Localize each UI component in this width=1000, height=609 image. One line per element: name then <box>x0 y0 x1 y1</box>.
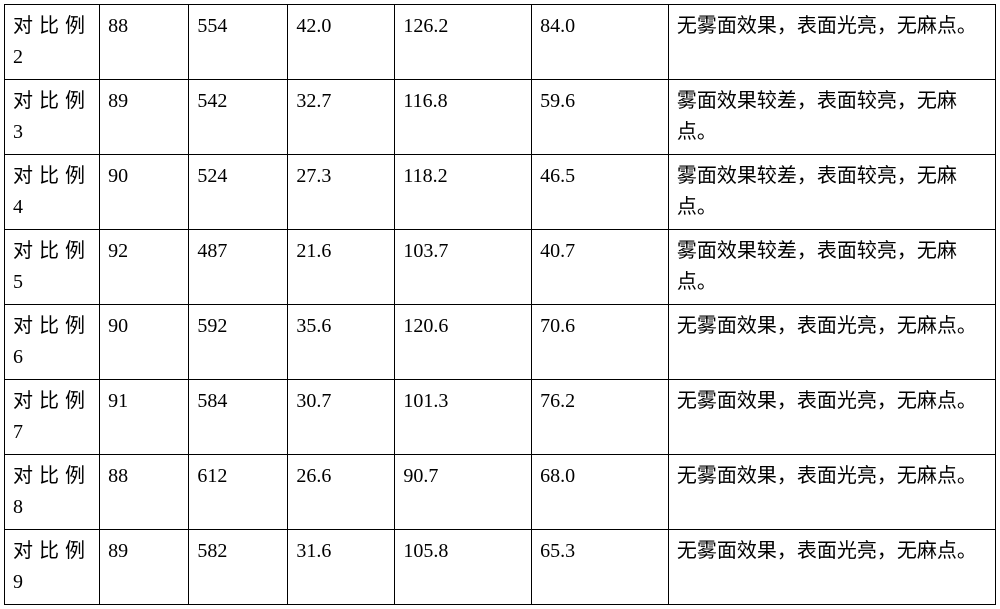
value-cell-1: 92 <box>100 230 189 305</box>
row-label-prefix: 对比例 <box>13 240 91 262</box>
row-label-num: 2 <box>13 42 91 73</box>
value-cell-1: 89 <box>100 530 189 605</box>
description-cell: 无雾面效果，表面光亮，无麻点。 <box>668 380 995 455</box>
value-cell-4: 116.8 <box>395 80 532 155</box>
value-cell-1: 89 <box>100 80 189 155</box>
value-cell-2: 584 <box>189 380 288 455</box>
value-cell-3: 35.6 <box>288 305 395 380</box>
row-label-num: 8 <box>13 492 91 523</box>
value-cell-5: 46.5 <box>532 155 669 230</box>
value-cell-3: 26.6 <box>288 455 395 530</box>
row-label-cell: 对比例 9 <box>5 530 100 605</box>
value-cell-5: 70.6 <box>532 305 669 380</box>
comparison-table: 对比例28855442.0126.284.0无雾面效果，表面光亮，无麻点。对比例… <box>4 4 996 605</box>
value-cell-2: 487 <box>189 230 288 305</box>
row-label-cell: 对比例 3 <box>5 80 100 155</box>
value-cell-3: 30.7 <box>288 380 395 455</box>
value-cell-4: 103.7 <box>395 230 532 305</box>
value-cell-3: 21.6 <box>288 230 395 305</box>
value-cell-4: 126.2 <box>395 5 532 80</box>
value-cell-4: 90.7 <box>395 455 532 530</box>
row-label-prefix: 对比例 <box>13 540 91 562</box>
row-label-num: 9 <box>13 567 91 598</box>
row-label-prefix: 对比例 <box>13 315 91 337</box>
description-cell: 雾面效果较差，表面较亮，无麻点。 <box>668 230 995 305</box>
value-cell-4: 118.2 <box>395 155 532 230</box>
row-label-num: 6 <box>13 342 91 373</box>
table-row: 对比例 2 8855442.0126.284.0无雾面效果，表面光亮，无麻点。 <box>5 5 996 80</box>
row-label-cell: 对比例 8 <box>5 455 100 530</box>
table-row: 对比例 5 9248721.6103.740.7雾面效果较差，表面较亮，无麻点。 <box>5 230 996 305</box>
value-cell-2: 542 <box>189 80 288 155</box>
row-label-num: 7 <box>13 417 91 448</box>
table-row: 对比例 4 9052427.3118.246.5雾面效果较差，表面较亮，无麻点。 <box>5 155 996 230</box>
value-cell-5: 76.2 <box>532 380 669 455</box>
value-cell-2: 592 <box>189 305 288 380</box>
value-cell-3: 42.0 <box>288 5 395 80</box>
row-label-prefix: 对比例 <box>13 90 91 112</box>
table-body: 对比例28855442.0126.284.0无雾面效果，表面光亮，无麻点。对比例… <box>5 5 996 605</box>
description-cell: 无雾面效果，表面光亮，无麻点。 <box>668 455 995 530</box>
value-cell-2: 524 <box>189 155 288 230</box>
value-cell-3: 27.3 <box>288 155 395 230</box>
description-cell: 无雾面效果，表面光亮，无麻点。 <box>668 305 995 380</box>
value-cell-4: 105.8 <box>395 530 532 605</box>
value-cell-2: 612 <box>189 455 288 530</box>
row-label-prefix: 对比例 <box>13 15 91 37</box>
value-cell-1: 88 <box>100 5 189 80</box>
value-cell-1: 90 <box>100 155 189 230</box>
table-row: 对比例 9 8958231.6105.865.3无雾面效果，表面光亮，无麻点。 <box>5 530 996 605</box>
value-cell-5: 68.0 <box>532 455 669 530</box>
value-cell-4: 120.6 <box>395 305 532 380</box>
row-label-cell: 对比例 5 <box>5 230 100 305</box>
row-label-cell: 对比例 7 <box>5 380 100 455</box>
table-row: 对比例88861226.690.768.0无雾面效果，表面光亮，无麻点。 <box>5 455 996 530</box>
value-cell-5: 84.0 <box>532 5 669 80</box>
value-cell-1: 91 <box>100 380 189 455</box>
row-label-cell: 对比例 2 <box>5 5 100 80</box>
description-cell: 雾面效果较差，表面较亮，无麻点。 <box>668 80 995 155</box>
value-cell-2: 554 <box>189 5 288 80</box>
description-cell: 无雾面效果，表面光亮，无麻点。 <box>668 5 995 80</box>
value-cell-5: 40.7 <box>532 230 669 305</box>
value-cell-1: 90 <box>100 305 189 380</box>
row-label-prefix: 对比例 <box>13 465 91 487</box>
table-row: 对比例 6 9059235.6120.670.6无雾面效果，表面光亮，无麻点。 <box>5 305 996 380</box>
table-row: 对比例 7 9158430.7101.376.2无雾面效果，表面光亮，无麻点。 <box>5 380 996 455</box>
value-cell-2: 582 <box>189 530 288 605</box>
row-label-prefix: 对比例 <box>13 390 91 412</box>
description-cell: 无雾面效果，表面光亮，无麻点。 <box>668 530 995 605</box>
row-label-prefix: 对比例 <box>13 165 91 187</box>
value-cell-1: 88 <box>100 455 189 530</box>
row-label-num: 4 <box>13 192 91 223</box>
value-cell-5: 65.3 <box>532 530 669 605</box>
row-label-cell: 对比例 4 <box>5 155 100 230</box>
value-cell-5: 59.6 <box>532 80 669 155</box>
value-cell-4: 101.3 <box>395 380 532 455</box>
description-cell: 雾面效果较差，表面较亮，无麻点。 <box>668 155 995 230</box>
value-cell-3: 32.7 <box>288 80 395 155</box>
row-label-num: 5 <box>13 267 91 298</box>
table-row: 对比例 3 8954232.7116.859.6雾面效果较差，表面较亮，无麻点。 <box>5 80 996 155</box>
row-label-num: 3 <box>13 117 91 148</box>
value-cell-3: 31.6 <box>288 530 395 605</box>
row-label-cell: 对比例 6 <box>5 305 100 380</box>
